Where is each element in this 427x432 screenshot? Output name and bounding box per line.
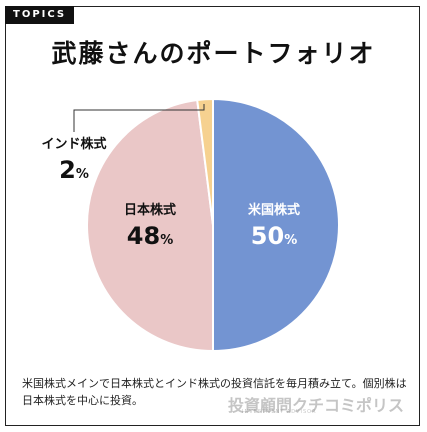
label-india-stocks-value: 2%: [59, 156, 89, 184]
watermark-sub: INVESTMENT ADVISOR: [242, 409, 317, 415]
watermark-logo: 投資顧問クチコミポリス INVESTMENT ADVISOR: [228, 392, 404, 416]
slice-india-stocks: [196, 97, 214, 226]
slice-us-stocks: [212, 97, 340, 353]
slice-japan-stocks: [86, 98, 214, 353]
leader-line: [73, 104, 205, 132]
label-us-stocks-value: 50%: [251, 222, 297, 250]
label-us-stocks-name: 米国株式: [248, 202, 300, 218]
caption: 米国株式メインで日本株式とインド株式の投資信託を毎月積み立て。個別株は日本株式を…: [22, 377, 407, 407]
label-japan-stocks-value: 48%: [127, 222, 173, 250]
chart-title: 武藤さんのポートフォリオ: [51, 39, 376, 68]
label-japan-stocks-name: 日本株式: [124, 202, 176, 218]
watermark-main: 投資顧問クチコミポリス: [228, 396, 405, 415]
topics-tag: TOPICS: [5, 6, 75, 24]
label-india-stocks-name: インド株式: [41, 136, 106, 152]
